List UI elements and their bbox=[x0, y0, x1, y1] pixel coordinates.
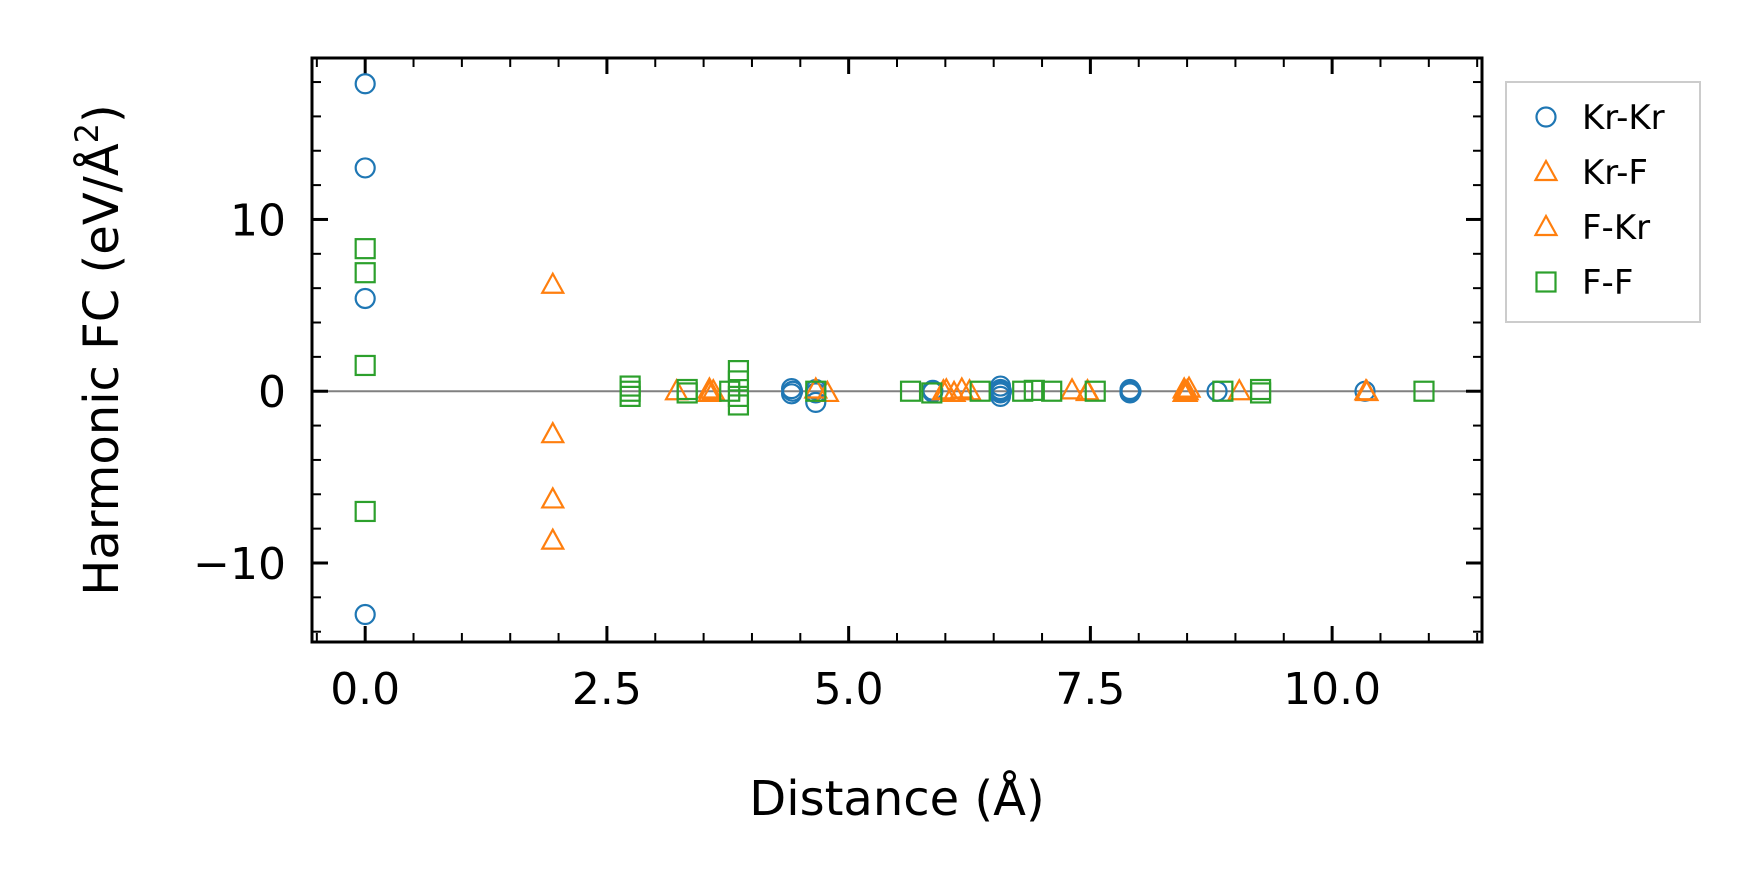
legend-label-f-f: F-F bbox=[1582, 263, 1633, 303]
data-point-f-f bbox=[1023, 379, 1045, 401]
data-point-kr-f bbox=[540, 527, 566, 550]
data-point-f-f bbox=[1012, 380, 1034, 402]
data-point-f-f bbox=[354, 238, 376, 260]
x-tick-label: 7.5 bbox=[1055, 664, 1125, 715]
data-point-f-f bbox=[969, 380, 991, 402]
data-point-kr-f bbox=[1059, 377, 1085, 400]
x-tick-label: 10.0 bbox=[1283, 664, 1381, 715]
data-point-kr-kr bbox=[1120, 380, 1142, 402]
legend-marker-f-f bbox=[1535, 271, 1557, 293]
data-point-f-f bbox=[676, 382, 698, 404]
data-point-kr-f bbox=[540, 271, 566, 294]
legend-marker-kr-f bbox=[1533, 158, 1559, 182]
data-point-f-f bbox=[1212, 380, 1234, 402]
y-tick-label: −10 bbox=[193, 539, 286, 590]
legend-label-kr-kr: Kr-Kr bbox=[1582, 98, 1665, 138]
x-axis-label: Distance (Å) bbox=[749, 770, 1044, 827]
data-point-kr-f bbox=[697, 379, 722, 403]
x-tick-label: 0.0 bbox=[330, 664, 400, 715]
data-point-kr-kr bbox=[354, 157, 376, 179]
data-point-kr-f bbox=[815, 379, 840, 403]
data-point-f-f bbox=[805, 380, 827, 402]
data-point-kr-kr bbox=[354, 73, 376, 95]
y-axis-label-superscript: 2 bbox=[68, 123, 106, 143]
data-point-f-f bbox=[1413, 380, 1435, 402]
y-tick-label: 0 bbox=[258, 367, 286, 418]
data-point-kr-f bbox=[1226, 377, 1252, 401]
data-point-f-kr bbox=[1173, 379, 1199, 403]
data-point-f-f bbox=[921, 382, 943, 404]
legend-label-f-kr: F-Kr bbox=[1582, 208, 1650, 248]
data-point-f-f bbox=[354, 500, 376, 523]
data-point-f-kr bbox=[957, 377, 982, 401]
data-point-f-f bbox=[727, 394, 750, 416]
legend-marker-f-kr bbox=[1533, 213, 1559, 237]
y-axis-label-main: Harmonic FC (eV/Å bbox=[73, 143, 130, 596]
data-point-kr-kr bbox=[805, 391, 827, 413]
data-point-f-f bbox=[1249, 382, 1272, 404]
y-tick-label: 10 bbox=[230, 195, 286, 246]
x-tick-label: 5.0 bbox=[814, 664, 884, 715]
data-point-kr-kr bbox=[354, 603, 376, 626]
y-axis-label: Harmonic FC (eV/Å2) bbox=[68, 104, 130, 596]
data-point-kr-f bbox=[941, 379, 967, 403]
plot-frame bbox=[310, 56, 1484, 644]
data-point-kr-kr bbox=[354, 287, 376, 310]
data-point-f-f bbox=[354, 262, 376, 284]
data-point-kr-kr bbox=[990, 380, 1013, 402]
y-axis-label-close: ) bbox=[74, 104, 130, 123]
data-point-kr-f bbox=[949, 376, 975, 399]
data-point-f-f bbox=[899, 380, 922, 402]
data-point-f-f bbox=[354, 354, 376, 377]
legend-label-kr-f: Kr-F bbox=[1582, 153, 1648, 193]
data-point-f-f bbox=[1041, 380, 1063, 402]
legend: Kr-Kr Kr-F F-Kr F-F bbox=[1505, 81, 1701, 323]
data-point-f-kr bbox=[1354, 378, 1380, 402]
data-point-f-f bbox=[1084, 380, 1106, 402]
data-point-f-f bbox=[727, 370, 750, 392]
x-tick-label: 2.5 bbox=[572, 664, 642, 715]
data-point-kr-kr bbox=[781, 380, 804, 402]
data-point-kr-f bbox=[540, 420, 566, 444]
data-point-kr-f bbox=[803, 376, 829, 399]
legend-marker-kr-kr bbox=[1535, 106, 1557, 128]
series-f-f bbox=[354, 238, 1435, 523]
data-point-f-kr bbox=[700, 377, 726, 401]
data-point-kr-f bbox=[540, 486, 566, 509]
plot-background bbox=[312, 58, 1482, 642]
data-point-kr-f bbox=[697, 376, 722, 399]
data-point-kr-f bbox=[664, 377, 689, 401]
data-point-f-f bbox=[619, 385, 641, 407]
